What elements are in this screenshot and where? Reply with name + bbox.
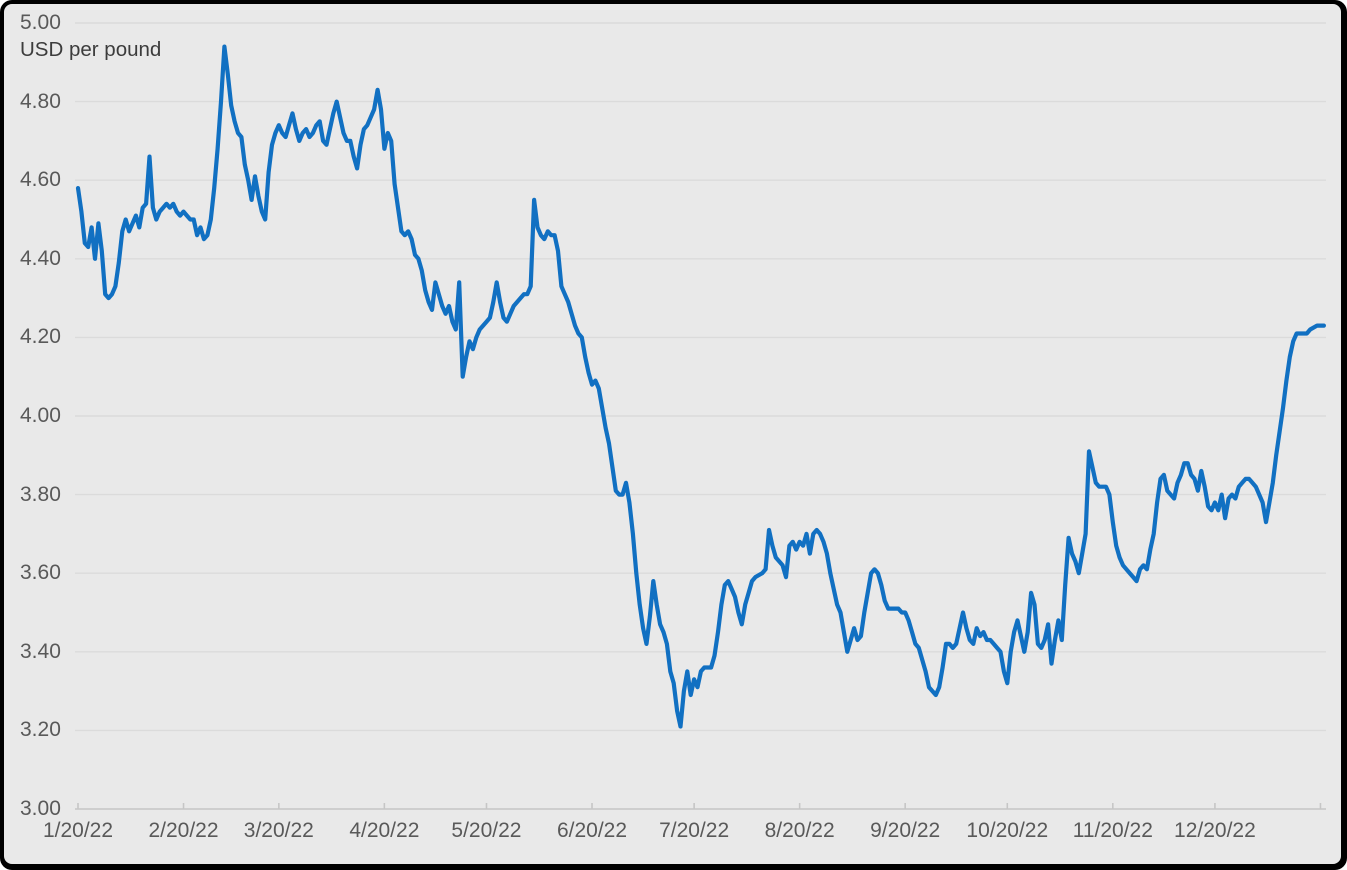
y-axis-tick-label: 3.60 (20, 561, 61, 585)
x-axis-tick-label: 12/20/22 (1174, 819, 1256, 842)
x-axis-tick-label: 3/20/22 (243, 819, 314, 842)
x-axis-tick-label: 6/20/22 (556, 819, 628, 842)
y-axis-tick-label: 4.20 (20, 325, 61, 349)
y-axis-tick-label: 4.40 (20, 246, 61, 270)
chart-canvas: USD per pound 5.00 4.80 4.60 4.40 4.20 4.00 3.… (4, 4, 1341, 864)
x-axis-tick-label: 2/20/22 (148, 819, 219, 842)
x-axis-tick-label: 1/20/22 (42, 819, 114, 842)
y-axis-tick-label: 4.80 (20, 89, 61, 113)
y-axis-tick-label: 3.20 (20, 718, 61, 742)
y-axis-tick-label: 5.00 (20, 11, 61, 34)
x-axis-tick-label: 9/20/22 (870, 819, 941, 842)
price-line (75, 44, 1327, 729)
chart-title: USD per pound (20, 38, 162, 61)
y-axis-tick-label: 3.40 (20, 639, 61, 663)
x-axis-tick-label: 10/20/22 (966, 819, 1049, 842)
x-axis-tick-label: 8/20/22 (764, 819, 835, 842)
price-line-chart (75, 22, 1327, 810)
y-axis-tick-label: 3.00 (20, 797, 61, 820)
y-axis-tick-label: 4.60 (20, 168, 61, 192)
x-axis-tick-label: 7/20/22 (659, 819, 730, 842)
y-axis-tick-label: 4.00 (20, 404, 61, 427)
y-axis-tick-label: 3.80 (20, 482, 61, 506)
x-axis-tick-label: 11/20/22 (1072, 819, 1153, 842)
x-axis-tick-label: 4/20/22 (349, 819, 420, 842)
x-axis-tick-label: 5/20/22 (451, 819, 522, 842)
